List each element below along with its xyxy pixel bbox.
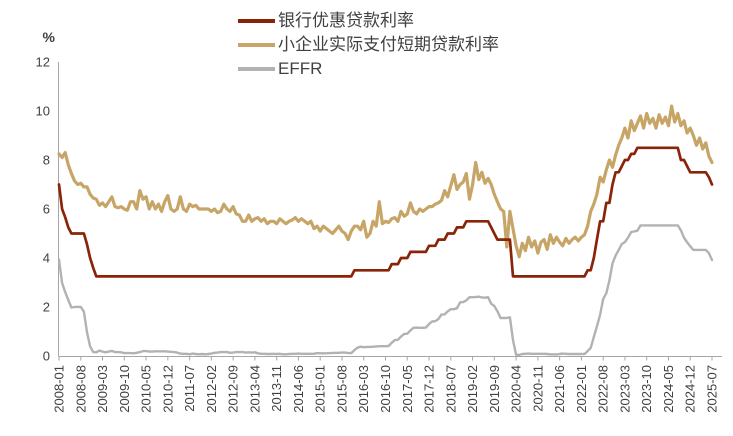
x-tick-label: 2008-08 (73, 365, 88, 413)
x-tick-label: 2022-08 (596, 365, 611, 413)
x-tick-label: 2010-05 (139, 365, 154, 413)
x-tick-label: 2024-05 (661, 365, 676, 413)
y-tick-label: 6 (43, 202, 50, 217)
y-tick-label: 2 (43, 300, 50, 315)
x-tick-label: 2021-06 (552, 365, 567, 413)
x-tick-label: 2020-11 (530, 365, 545, 412)
legend-label-prime-rate: 银行优惠贷款利率 (278, 11, 414, 30)
x-tick-label: 2010-12 (160, 365, 175, 413)
legend-label-effr: EFFR (278, 59, 323, 78)
x-tick-label: 2020-04 (509, 365, 524, 413)
x-tick-label: 2019-02 (465, 365, 480, 413)
x-tick-label: 2012-02 (204, 365, 219, 413)
x-tick-label: 2013-04 (247, 365, 262, 413)
series-line-effr (57, 224, 714, 356)
x-tick-label: 2008-01 (52, 365, 67, 413)
x-tick-label: 2014-06 (291, 365, 306, 413)
y-tick-label: 10 (36, 104, 50, 119)
x-tick-label: 2024-12 (683, 365, 698, 413)
legend-line-swatch-effr (238, 67, 275, 71)
legend-item-prime-rate: 银行优惠贷款利率 (238, 9, 499, 33)
legend-label-small-business-rate: 小企业实际支付短期贷款利率 (278, 35, 499, 54)
x-tick-label: 2013-11 (269, 365, 284, 412)
chart-legend: 银行优惠贷款利率 小企业实际支付短期贷款利率 EFFR (238, 9, 499, 81)
series-line-small-business-rate (57, 104, 714, 259)
x-tick-label: 2017-05 (400, 365, 415, 413)
y-axis-unit-label: % (43, 29, 56, 45)
legend-line-swatch-small-business-rate (238, 43, 275, 47)
x-tick-label: 2011-07 (182, 365, 197, 412)
x-tick-label: 2019-09 (487, 365, 502, 413)
x-tick-label: 2015-08 (334, 365, 349, 413)
legend-item-small-business-rate: 小企业实际支付短期贷款利率 (238, 33, 499, 57)
x-tick-label: 2018-07 (443, 365, 458, 413)
x-tick-label: 2015-01 (313, 365, 328, 413)
x-tick-label: 2009-03 (95, 365, 110, 413)
y-tick-label: 0 (43, 349, 50, 364)
legend-line-swatch-prime-rate (238, 19, 275, 23)
x-tick-label: 2023-10 (639, 365, 654, 413)
x-tick-label: 2017-12 (422, 365, 437, 413)
x-tick-label: 2023-03 (617, 365, 632, 413)
x-tick-label: 2016-03 (356, 365, 371, 413)
x-tick-label: 2012-09 (226, 365, 241, 413)
y-tick-label: 8 (43, 153, 50, 168)
x-tick-label: 2009-10 (117, 365, 132, 413)
x-tick-label: 2022-01 (574, 365, 589, 413)
x-tick-label: 2016-10 (378, 365, 393, 413)
x-tick-label: 2025-07 (705, 365, 720, 413)
y-tick-label: 12 (36, 55, 50, 70)
series-line-prime-rate (57, 146, 714, 278)
legend-item-effr: EFFR (238, 57, 499, 81)
y-tick-label: 4 (43, 251, 50, 266)
